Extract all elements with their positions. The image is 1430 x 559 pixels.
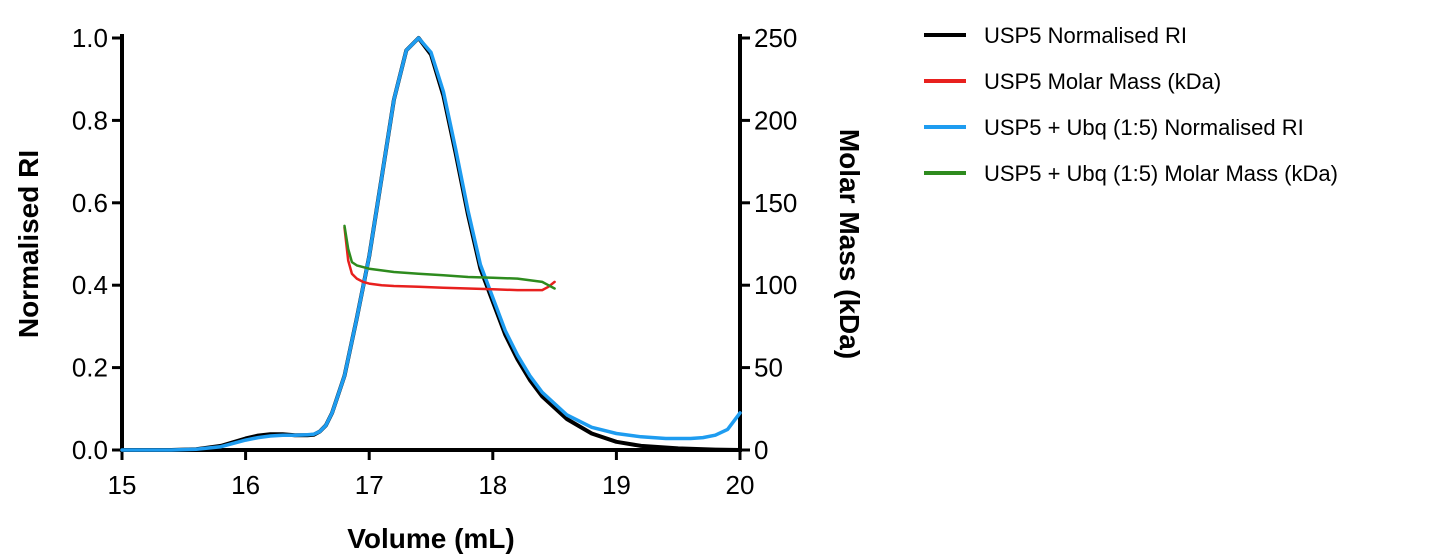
y-right-tick-label: 250 <box>754 23 797 53</box>
y-right-tick-label: 50 <box>754 353 783 383</box>
x-tick-label: 17 <box>355 470 384 500</box>
y-axis-left-title: Normalised RI <box>13 150 44 338</box>
series-line-1 <box>343 226 556 292</box>
y-right-tick-label: 200 <box>754 105 797 135</box>
y-right-tick-label: 0 <box>754 435 768 465</box>
legend-label-0: USP5 Normalised RI <box>984 23 1187 48</box>
x-tick-label: 19 <box>602 470 631 500</box>
x-tick-label: 18 <box>478 470 507 500</box>
y-left-tick-label: 0.8 <box>72 105 108 135</box>
x-axis-title: Volume (mL) <box>347 523 514 554</box>
y-left-tick-label: 0.6 <box>72 188 108 218</box>
series-line-0 <box>120 36 742 452</box>
y-right-tick-label: 150 <box>754 188 797 218</box>
series-layer <box>120 36 742 452</box>
legend-label-3: USP5 + Ubq (1:5) Molar Mass (kDa) <box>984 161 1338 186</box>
y-left-tick-label: 0.0 <box>72 435 108 465</box>
y-left-tick-label: 0.4 <box>72 270 108 300</box>
y-right-tick-label: 100 <box>754 270 797 300</box>
x-tick-label: 15 <box>108 470 137 500</box>
legend: USP5 Normalised RI USP5 Molar Mass (kDa) U… <box>924 23 1338 186</box>
x-tick-label: 16 <box>231 470 260 500</box>
series-line-3 <box>343 224 556 290</box>
legend-label-1: USP5 Molar Mass (kDa) <box>984 69 1221 94</box>
series-line-2 <box>120 36 742 452</box>
legend-label-2: USP5 + Ubq (1:5) Normalised RI <box>984 115 1304 140</box>
y-left-tick-label: 1.0 <box>72 23 108 53</box>
x-tick-label: 20 <box>726 470 755 500</box>
axes: 15 16 17 18 19 20 0.0 0.2 0.4 0.6 0.8 1.0 0 50 100 150 2… <box>13 23 865 554</box>
y-left-tick-label: 0.2 <box>72 353 108 383</box>
y-axis-right-title: Molar Mass (kDa) <box>834 129 865 359</box>
